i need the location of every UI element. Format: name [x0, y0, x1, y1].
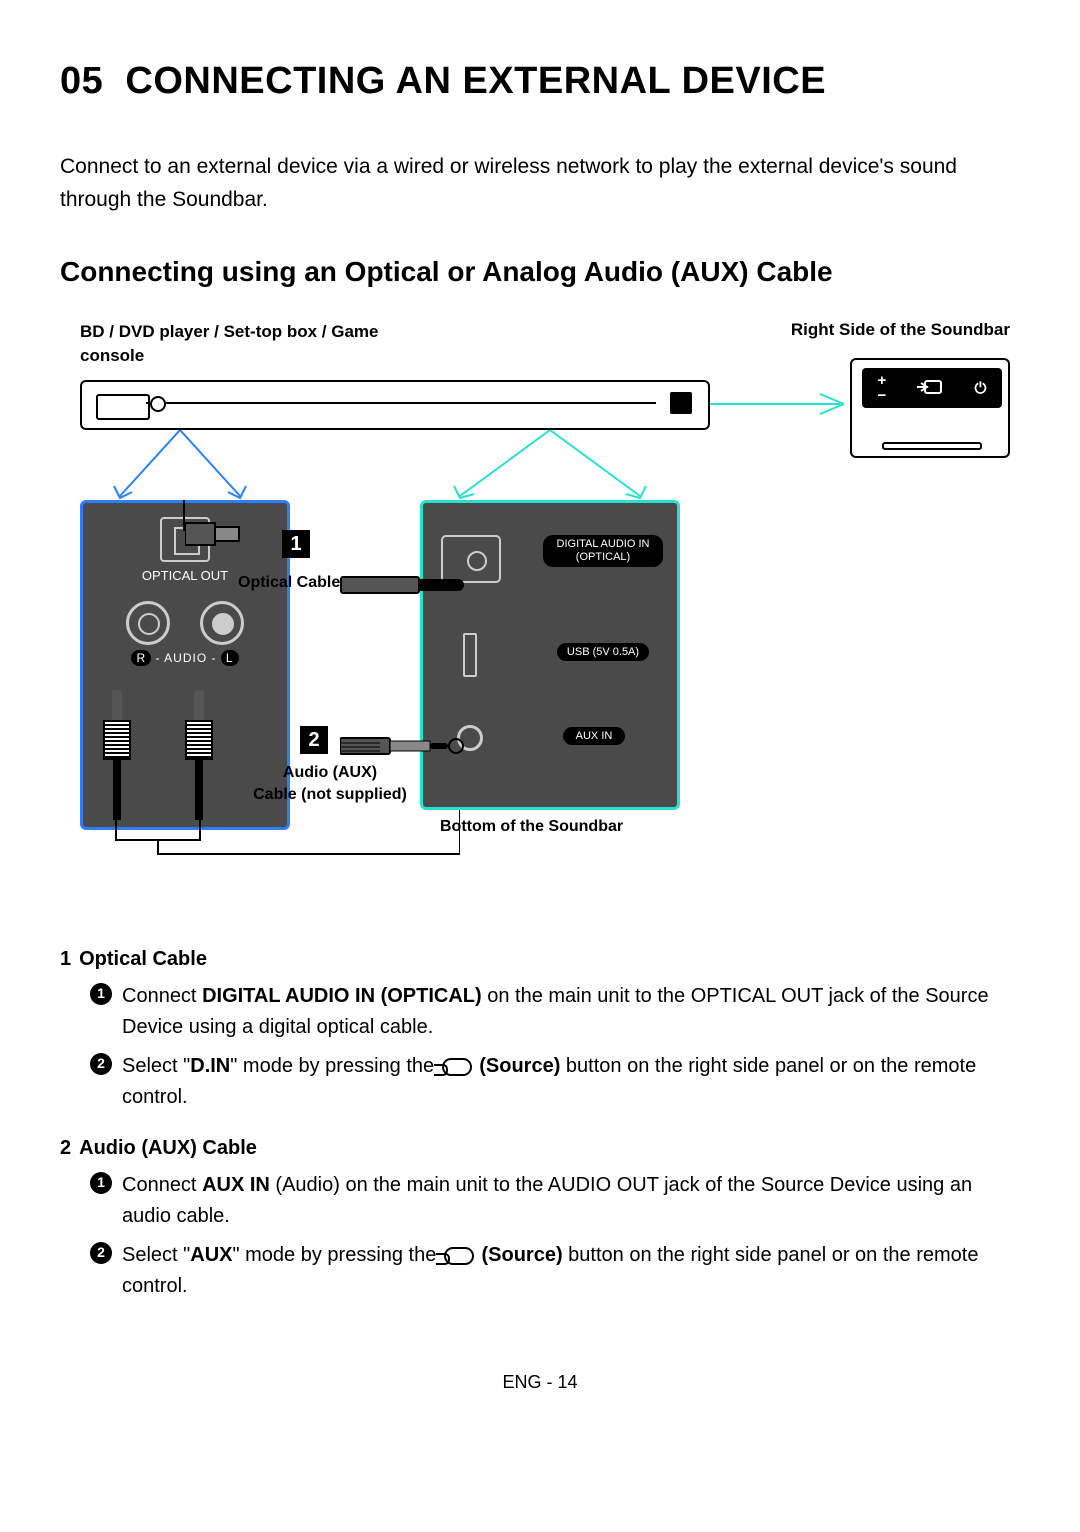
source-panel-pointer [100, 430, 260, 500]
intro-paragraph: Connect to an external device via a wire… [60, 151, 1020, 216]
instruction-step-2-2: 2 Select "AUX" mode by pressing the (Sou… [60, 1240, 1020, 1302]
step-bullet-icon: 1 [90, 1172, 112, 1194]
aux-plug-icon [340, 732, 460, 760]
instruction-step-1-1: 1 Connect DIGITAL AUDIO IN (OPTICAL) on … [60, 981, 1020, 1043]
volume-minus-icon: − [878, 388, 887, 403]
instruction-group-2: 2 Audio (AUX) Cable 1 Connect AUX IN (Au… [60, 1137, 1020, 1302]
bd-button-icon [670, 392, 692, 414]
optical-in-port-label: DIGITAL AUDIO IN (OPTICAL) [543, 535, 663, 567]
audio-rl-label: R - AUDIO - L [83, 651, 287, 665]
audio-jack-r-icon [126, 601, 170, 645]
step-bullet-icon: 2 [90, 1053, 112, 1075]
source-inline-icon [444, 1247, 474, 1265]
source-button-icon [917, 377, 943, 399]
aux-port-label: AUX IN [563, 727, 625, 745]
usb-port-label: USB (5V 0.5A) [557, 643, 649, 661]
bottom-panel-label: Bottom of the Soundbar [440, 818, 623, 836]
source-inline-icon [442, 1058, 472, 1076]
chapter-number: 05 [60, 60, 103, 102]
optical-plug-soundbar-icon [340, 572, 460, 600]
instructions: 1 Optical Cable 1 Connect DIGITAL AUDIO … [60, 948, 1020, 1302]
group-title: Optical Cable [79, 948, 207, 971]
side-button-strip: + − ⏻ [862, 368, 1002, 408]
instruction-step-2-1: 1 Connect AUX IN (Audio) on the main uni… [60, 1170, 1020, 1232]
instruction-head-1: 1 Optical Cable [60, 948, 1020, 971]
group-number: 1 [60, 948, 71, 971]
bd-disc-icon [150, 396, 166, 412]
step-text: Select "D.IN" mode by pressing the (Sour… [122, 1051, 1020, 1113]
step-bullet-icon: 2 [90, 1242, 112, 1264]
step-bullet-icon: 1 [90, 983, 112, 1005]
bd-player-illustration [80, 380, 710, 430]
group-number: 2 [60, 1137, 71, 1160]
page-number: ENG - 14 [60, 1372, 1020, 1393]
aux-cable-line [100, 810, 460, 870]
chapter-name: CONNECTING AN EXTERNAL DEVICE [125, 60, 826, 102]
side-panel-base [882, 442, 982, 450]
bottom-panel-pointer [440, 430, 660, 500]
source-device-label: BD / DVD player / Set-top box / Game con… [80, 320, 400, 368]
section-title: Connecting using an Optical or Analog Au… [60, 256, 1020, 288]
step-text: Connect AUX IN (Audio) on the main unit … [122, 1170, 1020, 1232]
audio-jacks [83, 601, 287, 645]
volume-plus-icon: + [878, 373, 887, 388]
optical-plug-source-icon [185, 515, 245, 555]
aux-cable-label: Audio (AUX) Cable (not supplied) [250, 762, 410, 807]
group-title: Audio (AUX) Cable [79, 1137, 257, 1160]
step-text: Select "AUX" mode by pressing the (Sourc… [122, 1240, 1020, 1302]
instruction-step-1-2: 2 Select "D.IN" mode by pressing the (So… [60, 1051, 1020, 1113]
rca-plugs [100, 690, 216, 820]
audio-jack-l-icon [200, 601, 244, 645]
power-icon: ⏻ [975, 380, 987, 397]
rca-plug-r-icon [100, 690, 134, 820]
connection-diagram: BD / DVD player / Set-top box / Game con… [60, 320, 1020, 900]
chapter-title: 05 CONNECTING AN EXTERNAL DEVICE [60, 60, 1020, 103]
instruction-group-1: 1 Optical Cable 1 Connect DIGITAL AUDIO … [60, 948, 1020, 1113]
instruction-head-2: 2 Audio (AUX) Cable [60, 1137, 1020, 1160]
right-side-label: Right Side of the Soundbar [791, 320, 1010, 340]
soundbar-side-panel: + − ⏻ [850, 358, 1010, 458]
callout-2: 2 [300, 726, 328, 754]
usb-port-icon [463, 633, 477, 677]
step-text: Connect DIGITAL AUDIO IN (OPTICAL) on th… [122, 981, 1020, 1043]
side-panel-pointer [710, 392, 860, 432]
rca-plug-l-icon [182, 690, 216, 820]
